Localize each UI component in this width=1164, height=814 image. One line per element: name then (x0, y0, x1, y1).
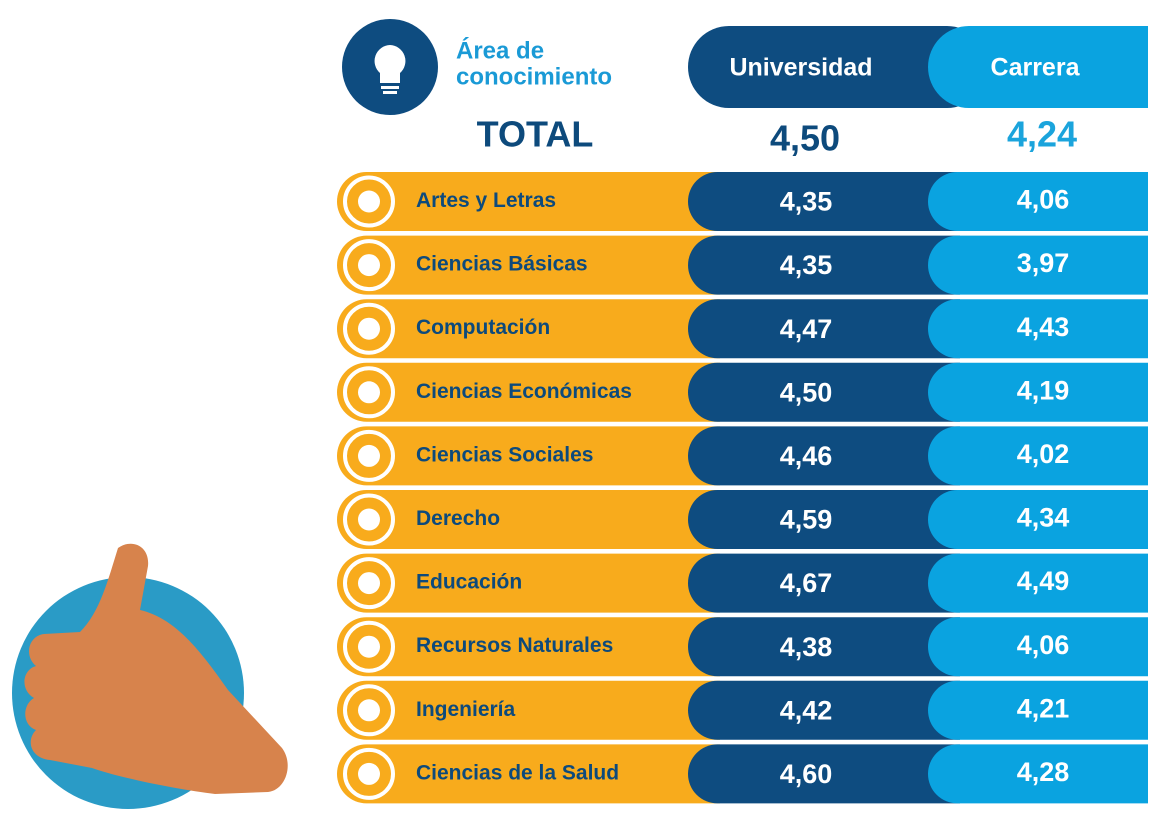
area-name: Recursos Naturales (416, 634, 613, 657)
university-pill (688, 172, 960, 231)
total-label: TOTAL (477, 114, 594, 155)
career-score: 4,49 (1017, 566, 1070, 596)
career-score: 4,02 (1017, 439, 1070, 469)
university-score: 4,35 (780, 250, 833, 280)
university-pill (688, 362, 960, 422)
area-name: Educación (416, 571, 522, 594)
row-band (337, 490, 720, 549)
row-band (337, 426, 720, 486)
area-name: Computación (416, 316, 550, 339)
career-pill (928, 299, 1148, 359)
career-pill (928, 235, 1148, 295)
header-title: Área de (456, 36, 544, 64)
career-score: 4,43 (1017, 312, 1070, 342)
row-icon-inner (358, 190, 380, 213)
column-header: Universidad (729, 54, 872, 82)
university-score: 4,42 (780, 695, 833, 725)
career-score: 4,28 (1017, 757, 1070, 787)
university-score: 4,38 (780, 632, 833, 662)
career-pill (928, 744, 1148, 804)
career-pill (928, 426, 1148, 486)
university-score: 4,67 (780, 568, 833, 598)
row-icon-inner (358, 762, 380, 785)
row-band (337, 744, 720, 804)
career-score: 4,06 (1017, 630, 1070, 660)
area-name: Ingeniería (416, 698, 516, 721)
row-band (337, 680, 720, 740)
career-score: 4,21 (1017, 693, 1070, 723)
header-title: conocimiento (456, 63, 612, 90)
row-icon-inner (358, 699, 380, 722)
row-icon-inner (358, 635, 380, 658)
university-score: 4,60 (780, 759, 833, 789)
career-pill (928, 362, 1148, 422)
total-value: 4,50 (770, 118, 840, 159)
row-icon-inner (358, 254, 380, 277)
career-score: 4,34 (1017, 503, 1070, 533)
university-score: 4,59 (780, 505, 833, 535)
header-pill-career (928, 26, 1148, 108)
university-pill (688, 553, 960, 613)
row-band (337, 617, 720, 677)
area-name: Ciencias de la Salud (416, 761, 619, 784)
university-pill (688, 617, 960, 677)
area-name: Artes y Letras (416, 189, 556, 212)
area-name: Derecho (416, 507, 500, 530)
row-icon-inner (358, 317, 380, 340)
row-icon-inner (358, 572, 380, 595)
header-pill-university (688, 26, 988, 108)
career-pill (928, 553, 1148, 613)
university-pill (688, 490, 960, 549)
university-pill (688, 235, 960, 295)
row-icon-inner (358, 444, 380, 467)
area-name: Ciencias Económicas (416, 380, 632, 403)
university-pill (688, 744, 960, 804)
career-pill (928, 490, 1148, 549)
university-score: 4,46 (780, 441, 833, 471)
university-pill (688, 426, 960, 486)
row-icon-inner (358, 508, 380, 531)
university-pill (688, 680, 960, 740)
career-score: 4,06 (1017, 185, 1070, 215)
row-band (337, 235, 720, 295)
bulb-base (383, 91, 397, 94)
university-score: 4,50 (780, 377, 833, 407)
career-pill (928, 617, 1148, 677)
thumb-hand (24, 543, 288, 794)
career-score: 3,97 (1017, 248, 1070, 278)
area-name: Ciencias Sociales (416, 443, 593, 466)
column-header: Carrera (991, 54, 1081, 82)
career-score: 4,19 (1017, 375, 1070, 405)
row-band (337, 362, 720, 422)
career-pill (928, 680, 1148, 740)
university-score: 4,35 (780, 187, 833, 217)
row-band (337, 299, 720, 359)
row-band (337, 553, 720, 613)
area-name: Ciencias Básicas (416, 253, 588, 276)
row-band (337, 172, 720, 231)
total-value: 4,24 (1007, 114, 1077, 155)
bulb-base (381, 86, 399, 89)
university-score: 4,47 (780, 314, 833, 344)
row-icon-inner (358, 381, 380, 404)
bulb-icon (374, 45, 406, 83)
university-pill (688, 299, 960, 359)
career-pill (928, 172, 1148, 231)
